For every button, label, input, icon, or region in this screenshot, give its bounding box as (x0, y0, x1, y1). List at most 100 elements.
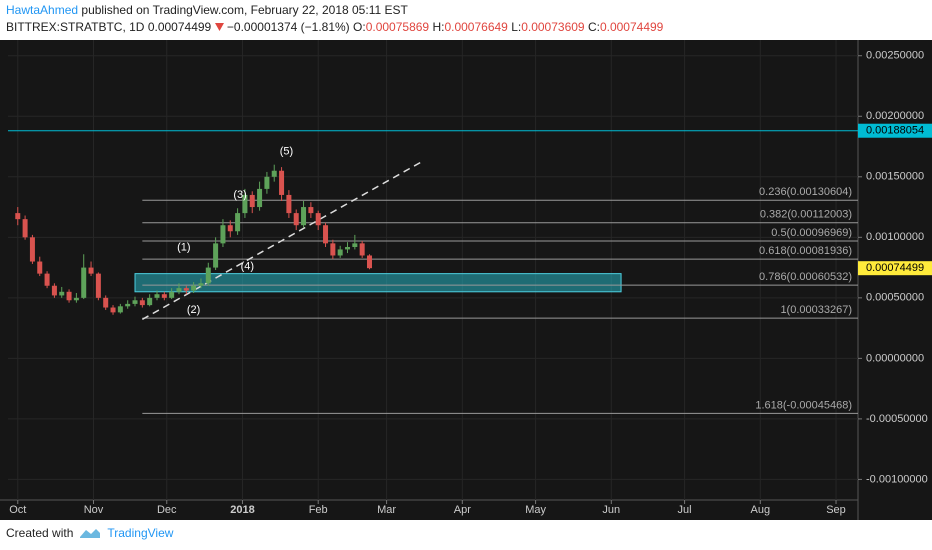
x-tick-label: Oct (9, 504, 26, 516)
x-tick-label: 2018 (230, 504, 254, 516)
x-tick-label: Jul (678, 504, 692, 516)
candle-body (161, 294, 167, 298)
candle-body (176, 288, 182, 292)
candle-body (37, 261, 43, 274)
candle-body (191, 285, 197, 291)
candle-body (308, 207, 314, 214)
y-tick-label: 0.00150000 (866, 171, 924, 183)
candle-body (44, 273, 50, 286)
author[interactable]: HawtaAhmed (6, 3, 79, 17)
wave-label: (2) (187, 304, 200, 316)
candle-body (59, 291, 65, 296)
candle-body (301, 207, 307, 226)
published: published on TradingView.com, February 2… (81, 3, 408, 17)
change: −0.00001374 (−1.81%) (226, 20, 350, 34)
x-tick-label: Apr (454, 504, 471, 516)
x-tick-label: Mar (377, 504, 396, 516)
candle-body (73, 297, 79, 301)
candle-body (103, 297, 109, 308)
fib-label: 0.5(0.00096969) (771, 227, 852, 239)
candle-body (235, 213, 241, 232)
candle-body (198, 283, 204, 286)
y-tick-label: -0.00050000 (866, 413, 928, 425)
candle-body (337, 249, 343, 256)
candle-body (293, 213, 299, 226)
y-tick-label: 0.00200000 (866, 110, 924, 122)
candle-body (183, 288, 189, 291)
candle-body (213, 243, 219, 268)
candle-body (95, 273, 101, 298)
candle-body (88, 267, 94, 274)
fib-label: 0.236(0.00130604) (759, 186, 852, 198)
publish-line: HawtaAhmed published on TradingView.com,… (6, 3, 408, 17)
x-tick-label: Nov (84, 504, 104, 516)
candle-body (147, 297, 153, 306)
brand[interactable]: TradingView (107, 526, 174, 540)
c: 0.00074499 (599, 20, 664, 34)
candle-body (345, 247, 351, 250)
candle-body (330, 243, 336, 256)
candle-body (81, 267, 87, 298)
h: 0.00076649 (444, 20, 508, 34)
fib-label: 1(0.00033267) (780, 304, 852, 316)
candle-body (279, 170, 285, 195)
price-box (858, 123, 932, 138)
candle-body (22, 219, 28, 238)
l-label: L: (511, 20, 522, 34)
zone (134, 273, 622, 293)
chart: 0.00250000 0.00200000 0.00150000 0.00100000… (0, 40, 932, 520)
h-label: H: (432, 20, 445, 34)
wave-label: (1) (177, 241, 190, 253)
candle-body (205, 267, 211, 284)
x-tick-label: Dec (157, 504, 177, 516)
candle-body (264, 176, 270, 189)
y-tick-label: 0.00050000 (866, 292, 924, 304)
wave-label: (3) (233, 189, 246, 201)
symbol-line: BITTREX:STRATBTC, 1D 0.00074499 −0.00001… (6, 20, 663, 34)
c-label: C: (587, 20, 600, 34)
candle-body (359, 243, 365, 256)
candle-body (352, 243, 358, 247)
wave-label: (5) (280, 145, 293, 157)
candle-body (242, 194, 248, 214)
o: 0.00075869 (365, 20, 430, 34)
candle-body (220, 225, 226, 244)
symbol: BITTREX:STRATBTC, 1D (6, 20, 145, 34)
candle-body (29, 237, 35, 262)
candle-body (249, 194, 255, 208)
x-tick-label: Jun (602, 504, 620, 516)
x-tick-label: May (525, 504, 546, 516)
footer: Created with TradingView (6, 526, 173, 540)
candle-body (125, 303, 131, 307)
down-arrow (214, 23, 224, 31)
candle-body (66, 291, 72, 301)
last-price-label: 0.00074499 (866, 262, 924, 274)
fib-label: 1.618(-0.00045468) (755, 399, 852, 411)
y-tick-label: 0.00000000 (866, 352, 924, 364)
x-tick-label: Sep (826, 504, 846, 516)
x-tick-label: Feb (309, 504, 328, 516)
candle-body (286, 194, 292, 214)
last: 0.00074499 (147, 20, 212, 34)
trendline (141, 161, 422, 321)
candle-body (323, 225, 329, 244)
x-tick-label: Aug (751, 504, 771, 516)
candle-body (110, 307, 116, 313)
candle-body (15, 213, 21, 220)
y-tick-label: -0.00100000 (866, 473, 928, 485)
candle-body (139, 300, 145, 306)
created: Created with (6, 526, 74, 540)
l: 0.00073609 (521, 20, 585, 34)
candle-body (315, 213, 321, 226)
o-label: O: (353, 20, 366, 34)
fib-label: 0.618(0.00081936) (759, 245, 852, 257)
candle-body (227, 225, 233, 232)
candle-body (154, 294, 160, 298)
candle-body (366, 255, 372, 269)
y-tick-label: 0.00250000 (866, 50, 924, 62)
y-tick-label: 0.00100000 (866, 231, 924, 243)
candle-body (117, 306, 123, 313)
fib-label: 0.382(0.00112003) (760, 209, 852, 221)
candle-body (132, 300, 138, 304)
